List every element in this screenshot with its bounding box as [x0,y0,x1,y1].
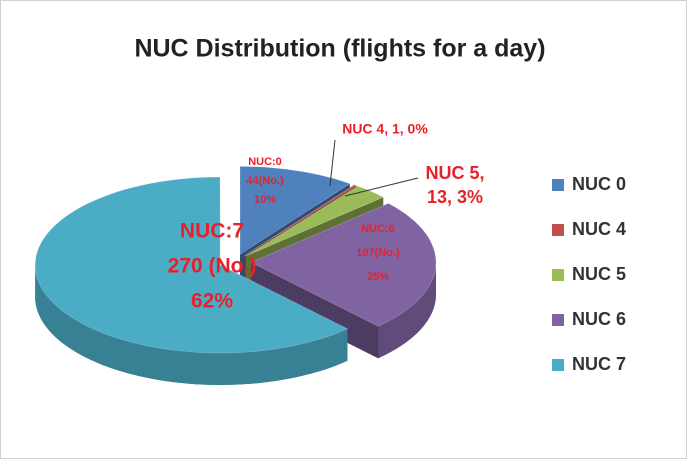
legend-label: NUC 6 [572,309,626,329]
slice [244,184,358,256]
data-label: NUC:0 [248,156,282,168]
data-label: NUC:6 [361,223,395,235]
legend-swatch [552,359,564,371]
legend-swatch [552,224,564,236]
legend-label: NUC 0 [572,174,626,194]
data-label: 62% [191,290,233,313]
legend-swatch [552,314,564,326]
data-label: 10% [254,194,276,206]
data-label: 44(No.) [246,175,284,187]
slice [245,185,384,257]
legend-label: NUC 4 [572,219,626,239]
slice-side [378,262,436,359]
legend-swatch [552,179,564,191]
data-label: 107(No.) [356,247,400,259]
data-label: 13, 3% [427,187,483,207]
data-label: 25% [367,271,389,283]
slice [250,203,437,327]
legend-label: NUC 5 [572,264,626,284]
slice-side [35,265,348,385]
legend-swatch [552,269,564,281]
data-label: NUC 5, [425,163,484,183]
slice [239,166,351,255]
data-label: NUC:7 [180,220,244,243]
legend-label: NUC 7 [572,354,626,374]
chart-title: NUC Distribution (flights for a day) [134,35,545,63]
leader-line [344,177,419,197]
slice [34,176,348,354]
data-label: NUC 4, 1, 0% [342,121,428,137]
leader-line [329,139,336,187]
data-label: 270 (No.) [168,255,257,278]
